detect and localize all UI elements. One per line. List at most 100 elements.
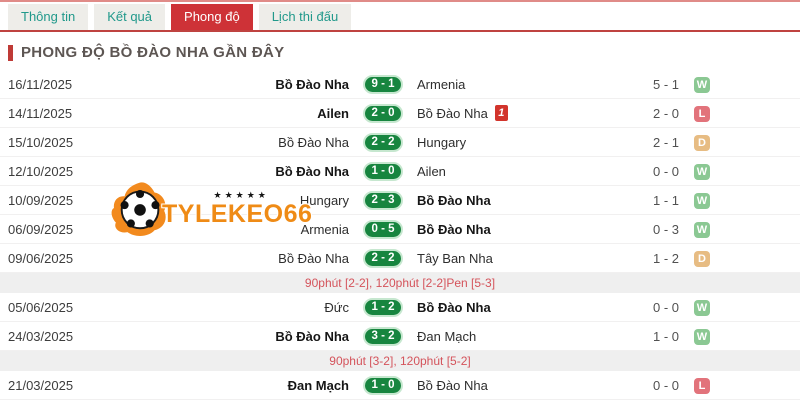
away-team: Bồ Đào Nha bbox=[417, 221, 491, 237]
title-accent-bar bbox=[8, 44, 13, 61]
away-team: Ailen bbox=[417, 163, 446, 179]
score-cell: 2 - 2 bbox=[361, 132, 405, 152]
result-badge: L bbox=[694, 105, 710, 122]
home-team: Armenia bbox=[300, 221, 349, 237]
fulltime-score-badge: 1 - 0 bbox=[363, 161, 403, 181]
away-team: Bồ Đào Nha bbox=[417, 377, 488, 393]
result-badge: W bbox=[694, 328, 710, 345]
away-team-cell: Hungary bbox=[405, 135, 638, 150]
home-team: Bồ Đào Nha bbox=[278, 134, 349, 150]
tab-thong-tin[interactable]: Thông tin bbox=[8, 4, 89, 30]
table-row[interactable]: 14/11/2025 Ailen 2 - 0 Bồ Đào Nha 1 2 - 0… bbox=[0, 99, 800, 128]
score-cell: 1 - 0 bbox=[361, 161, 405, 181]
score-cell: 0 - 5 bbox=[361, 219, 405, 239]
score-cell: 2 - 0 bbox=[361, 103, 405, 123]
halftime-score: 1 - 0 bbox=[652, 328, 679, 344]
away-team-cell: Armenia bbox=[405, 77, 638, 92]
halftime-score: 1 - 1 bbox=[652, 192, 679, 208]
tab-phong-do[interactable]: Phong độ bbox=[171, 4, 253, 30]
result-badge: W bbox=[694, 221, 710, 238]
page-title: PHONG ĐỘ BỒ ĐÀO NHA GẦN ĐÂY bbox=[21, 44, 285, 61]
home-team: Ailen bbox=[317, 105, 349, 121]
halftime-score: 0 - 0 bbox=[652, 299, 679, 315]
tab-bar: Thông tin Kết quả Phong độ Lịch thi đấu bbox=[0, 0, 800, 32]
result-badge: W bbox=[694, 299, 710, 316]
fulltime-score-badge: 1 - 2 bbox=[363, 297, 403, 317]
score-cell: 1 - 0 bbox=[361, 375, 405, 395]
fulltime-score-badge: 1 - 0 bbox=[363, 375, 403, 395]
extra-time-note: 90phút [3-2], 120phút [5-2] bbox=[0, 351, 800, 371]
note-text: 90phút [2-2], 120phút [2-2]Pen [5-3] bbox=[304, 276, 496, 290]
match-date: 12/10/2025 bbox=[8, 163, 74, 179]
match-date: 24/03/2025 bbox=[8, 328, 74, 344]
match-date: 10/09/2025 bbox=[8, 192, 74, 208]
tab-ket-qua[interactable]: Kết quả bbox=[94, 4, 166, 30]
tab-lich-thi-dau[interactable]: Lịch thi đấu bbox=[258, 4, 352, 30]
table-row[interactable]: 12/10/2025 Bồ Đào Nha 1 - 0 Ailen 0 - 0 … bbox=[0, 157, 800, 186]
recent-form-table: 16/11/2025 Bồ Đào Nha 9 - 1 Armenia 5 - … bbox=[0, 70, 800, 400]
halftime-score: 1 - 2 bbox=[652, 250, 679, 266]
fulltime-score-badge: 2 - 2 bbox=[363, 132, 403, 152]
away-team-cell: Bồ Đào Nha 1 bbox=[405, 105, 638, 121]
home-team: Bồ Đào Nha bbox=[278, 250, 349, 266]
score-cell: 2 - 3 bbox=[361, 190, 405, 210]
match-date: 09/06/2025 bbox=[8, 250, 74, 266]
extra-time-note: 90phút [2-2], 120phút [2-2]Pen [5-3] bbox=[0, 273, 800, 293]
fulltime-score-badge: 2 - 3 bbox=[363, 190, 403, 210]
table-row[interactable]: 24/03/2025 Bồ Đào Nha 3 - 2 Đan Mạch 1 -… bbox=[0, 322, 800, 351]
halftime-score: 0 - 0 bbox=[652, 377, 679, 393]
away-team: Bồ Đào Nha bbox=[417, 299, 491, 315]
away-team-cell: Bồ Đào Nha bbox=[405, 300, 638, 315]
result-badge: W bbox=[694, 163, 710, 180]
table-row[interactable]: 10/09/2025 Hungary 2 - 3 Bồ Đào Nha 1 - … bbox=[0, 186, 800, 215]
home-team: Đức bbox=[324, 299, 349, 315]
score-cell: 3 - 2 bbox=[361, 326, 405, 346]
halftime-score: 5 - 1 bbox=[652, 76, 679, 92]
note-text: 90phút [3-2], 120phút [5-2] bbox=[329, 354, 471, 368]
halftime-score: 2 - 1 bbox=[652, 134, 679, 150]
home-team: Đan Mạch bbox=[287, 377, 349, 393]
fulltime-score-badge: 2 - 0 bbox=[363, 103, 403, 123]
away-team-cell: Bồ Đào Nha bbox=[405, 222, 638, 237]
away-team-cell: Bồ Đào Nha bbox=[405, 378, 638, 393]
section-title-bar: PHONG ĐỘ BỒ ĐÀO NHA GẦN ĐÂY bbox=[8, 44, 800, 61]
match-date: 05/06/2025 bbox=[8, 299, 74, 315]
home-team: Bồ Đào Nha bbox=[275, 163, 349, 179]
away-team-cell: Bồ Đào Nha bbox=[405, 193, 638, 208]
fulltime-score-badge: 9 - 1 bbox=[363, 74, 403, 94]
match-date: 06/09/2025 bbox=[8, 221, 74, 237]
away-team: Bồ Đào Nha bbox=[417, 192, 491, 208]
table-row[interactable]: 06/09/2025 Armenia 0 - 5 Bồ Đào Nha 0 - … bbox=[0, 215, 800, 244]
halftime-score: 2 - 0 bbox=[652, 105, 679, 121]
fulltime-score-badge: 3 - 2 bbox=[363, 326, 403, 346]
score-cell: 9 - 1 bbox=[361, 74, 405, 94]
result-badge: W bbox=[694, 76, 710, 93]
away-team: Đan Mạch bbox=[417, 328, 477, 344]
result-badge: D bbox=[694, 250, 710, 267]
fulltime-score-badge: 2 - 2 bbox=[363, 248, 403, 268]
table-row[interactable]: 09/06/2025 Bồ Đào Nha 2 - 2 Tây Ban Nha … bbox=[0, 244, 800, 273]
table-row[interactable]: 05/06/2025 Đức 1 - 2 Bồ Đào Nha 0 - 0 W bbox=[0, 293, 800, 322]
home-team: Bồ Đào Nha bbox=[275, 76, 349, 92]
halftime-score: 0 - 0 bbox=[652, 163, 679, 179]
home-team: Hungary bbox=[299, 192, 349, 208]
match-date: 21/03/2025 bbox=[8, 377, 74, 393]
away-team: Tây Ban Nha bbox=[417, 250, 493, 266]
away-team: Hungary bbox=[417, 134, 467, 150]
table-row[interactable]: 21/03/2025 Đan Mạch 1 - 0 Bồ Đào Nha 0 -… bbox=[0, 371, 800, 400]
match-date: 15/10/2025 bbox=[8, 134, 74, 150]
fulltime-score-badge: 0 - 5 bbox=[363, 219, 403, 239]
score-cell: 1 - 2 bbox=[361, 297, 405, 317]
away-team-cell: Ailen bbox=[405, 164, 638, 179]
table-row[interactable]: 15/10/2025 Bồ Đào Nha 2 - 2 Hungary 2 - … bbox=[0, 128, 800, 157]
result-badge: L bbox=[694, 377, 710, 394]
away-team-cell: Đan Mạch bbox=[405, 329, 638, 344]
result-badge: W bbox=[694, 192, 710, 209]
result-badge: D bbox=[694, 134, 710, 151]
score-cell: 2 - 2 bbox=[361, 248, 405, 268]
match-date: 16/11/2025 bbox=[8, 76, 73, 92]
table-row[interactable]: 16/11/2025 Bồ Đào Nha 9 - 1 Armenia 5 - … bbox=[0, 70, 800, 99]
away-team: Armenia bbox=[417, 76, 466, 92]
away-team: Bồ Đào Nha bbox=[417, 105, 488, 121]
